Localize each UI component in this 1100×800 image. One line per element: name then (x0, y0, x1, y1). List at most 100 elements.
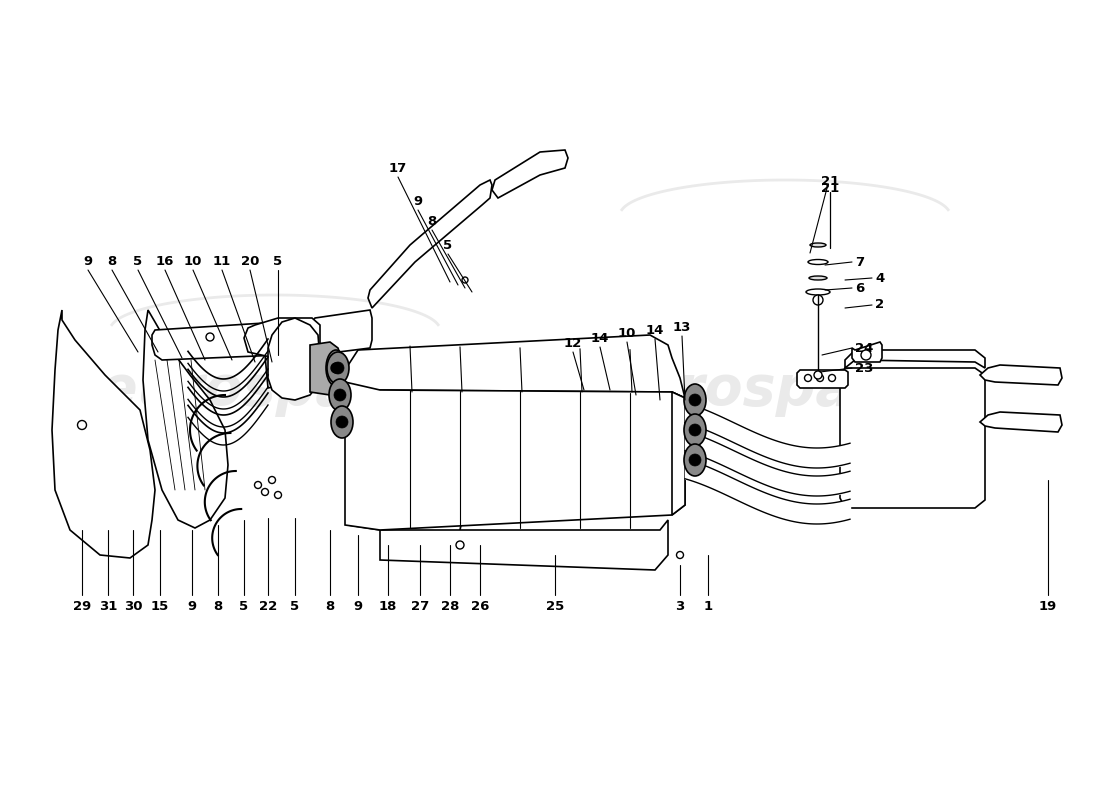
Text: 2: 2 (874, 298, 884, 311)
Text: 15: 15 (151, 600, 169, 613)
Polygon shape (152, 322, 290, 360)
Circle shape (861, 350, 871, 360)
Text: 3: 3 (675, 600, 684, 613)
Circle shape (828, 374, 836, 382)
Text: 6: 6 (855, 282, 865, 294)
Text: 23: 23 (855, 362, 873, 374)
Circle shape (456, 541, 464, 549)
Circle shape (462, 277, 468, 283)
Circle shape (689, 424, 701, 436)
Text: 18: 18 (378, 600, 397, 613)
Text: 26: 26 (471, 600, 490, 613)
Text: 19: 19 (1038, 600, 1057, 613)
Ellipse shape (329, 379, 351, 411)
Polygon shape (52, 310, 155, 558)
Text: 5: 5 (290, 600, 299, 613)
Circle shape (689, 394, 701, 406)
Text: 8: 8 (108, 255, 117, 268)
Text: 22: 22 (258, 600, 277, 613)
Circle shape (689, 454, 701, 466)
Polygon shape (852, 342, 882, 362)
Text: 21: 21 (821, 182, 839, 194)
Circle shape (676, 551, 683, 558)
Circle shape (268, 477, 275, 483)
Circle shape (814, 371, 822, 379)
Text: 30: 30 (123, 600, 142, 613)
Polygon shape (980, 412, 1062, 432)
Polygon shape (268, 318, 320, 400)
Circle shape (262, 489, 268, 495)
Text: 25: 25 (546, 600, 564, 613)
Text: 5: 5 (240, 600, 249, 613)
Polygon shape (310, 342, 342, 395)
Ellipse shape (684, 444, 706, 476)
Polygon shape (980, 365, 1062, 385)
Ellipse shape (808, 259, 828, 265)
Text: 5: 5 (133, 255, 143, 268)
Circle shape (816, 374, 824, 382)
Polygon shape (840, 368, 984, 508)
Text: 21: 21 (821, 175, 839, 188)
Polygon shape (143, 310, 228, 528)
Ellipse shape (684, 414, 706, 446)
Ellipse shape (331, 406, 353, 438)
Ellipse shape (327, 352, 349, 384)
Text: 9: 9 (353, 600, 363, 613)
Text: 17: 17 (389, 162, 407, 175)
Text: 8: 8 (326, 600, 334, 613)
Polygon shape (492, 150, 568, 198)
Polygon shape (368, 180, 492, 308)
Text: 11: 11 (213, 255, 231, 268)
Text: 9: 9 (84, 255, 92, 268)
Text: 5: 5 (274, 255, 283, 268)
Text: 14: 14 (646, 324, 664, 337)
Text: 1: 1 (703, 600, 713, 613)
Text: 16: 16 (156, 255, 174, 268)
Text: 20: 20 (241, 255, 260, 268)
Text: 24: 24 (855, 342, 873, 354)
Polygon shape (244, 318, 320, 358)
Polygon shape (345, 382, 685, 530)
Text: eurospares: eurospares (600, 363, 950, 417)
Polygon shape (672, 392, 685, 515)
Ellipse shape (326, 350, 346, 386)
Polygon shape (798, 370, 848, 388)
Text: eurospares: eurospares (100, 363, 450, 417)
Circle shape (332, 362, 344, 374)
Text: 13: 13 (673, 321, 691, 334)
Ellipse shape (806, 289, 830, 295)
Polygon shape (845, 350, 984, 368)
Text: 10: 10 (618, 327, 636, 340)
Circle shape (77, 421, 87, 430)
Text: 9: 9 (414, 195, 422, 208)
Circle shape (275, 491, 282, 498)
Text: 14: 14 (591, 332, 609, 345)
Circle shape (336, 416, 348, 428)
Ellipse shape (810, 243, 826, 247)
Text: 12: 12 (564, 337, 582, 350)
Text: 4: 4 (874, 271, 884, 285)
Circle shape (334, 389, 346, 401)
Circle shape (206, 333, 214, 341)
Text: 10: 10 (184, 255, 202, 268)
Ellipse shape (813, 295, 823, 305)
Circle shape (804, 374, 812, 382)
Polygon shape (265, 352, 282, 388)
Polygon shape (310, 310, 372, 355)
Text: 8: 8 (213, 600, 222, 613)
Text: 29: 29 (73, 600, 91, 613)
Text: 8: 8 (428, 215, 437, 228)
Circle shape (331, 363, 341, 373)
Ellipse shape (808, 276, 827, 280)
Text: 27: 27 (411, 600, 429, 613)
Ellipse shape (684, 384, 706, 416)
Text: 5: 5 (443, 239, 452, 252)
Circle shape (254, 482, 262, 489)
Polygon shape (345, 335, 685, 398)
Text: 7: 7 (855, 255, 865, 269)
Polygon shape (348, 498, 462, 535)
Text: 28: 28 (441, 600, 459, 613)
Text: 9: 9 (187, 600, 197, 613)
Polygon shape (379, 520, 668, 570)
Text: 31: 31 (99, 600, 118, 613)
